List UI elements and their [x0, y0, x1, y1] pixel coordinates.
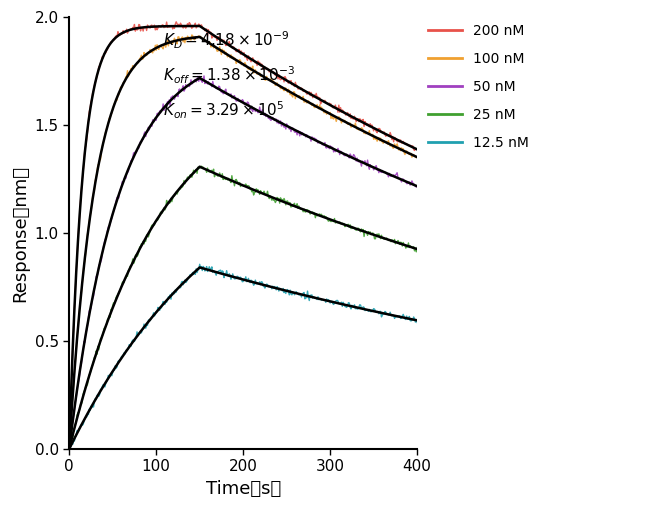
Text: $K_{on}=3.29\times10^{5}$: $K_{on}=3.29\times10^{5}$: [163, 99, 284, 121]
Text: $K_D=4.18\times10^{-9}$: $K_D=4.18\times10^{-9}$: [163, 30, 290, 51]
Y-axis label: Response（nm）: Response（nm）: [11, 164, 29, 301]
Legend: 200 nM, 100 nM, 50 nM, 25 nM, 12.5 nM: 200 nM, 100 nM, 50 nM, 25 nM, 12.5 nM: [428, 24, 529, 150]
Text: $K_{off}=1.38\times10^{-3}$: $K_{off}=1.38\times10^{-3}$: [163, 65, 295, 86]
X-axis label: Time（s）: Time（s）: [206, 480, 281, 498]
